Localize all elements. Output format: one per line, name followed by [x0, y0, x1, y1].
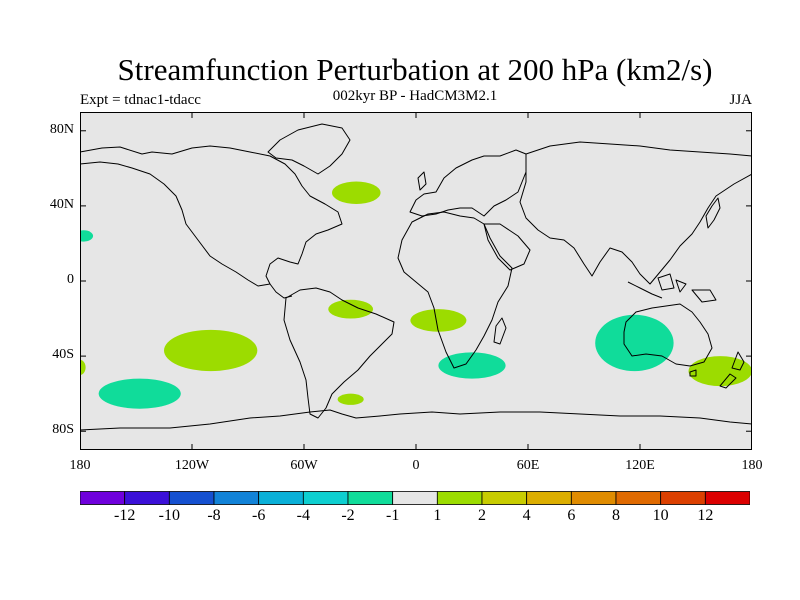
colorbar-label: -6 — [251, 507, 266, 524]
contour-southern-ocean-negative — [438, 352, 506, 379]
coast-asia — [519, 141, 752, 285]
colorbar-box — [660, 491, 706, 505]
lat-label: 0 — [67, 272, 74, 287]
lat-label: 40S — [52, 347, 74, 363]
lon-label: 60E — [516, 458, 540, 473]
anomaly-contours — [80, 181, 752, 409]
colorbar-label: 1 — [433, 507, 442, 524]
plot-subtitle: 002kyr BP - HadCM3M2.1 — [332, 88, 498, 104]
colorbar-label: 2 — [478, 507, 486, 524]
experiment-label: Expt = tdnac1-tdacc — [80, 92, 201, 108]
coast-arabia — [483, 223, 531, 271]
colorbar-box — [302, 491, 349, 505]
colorbar-label: -10 — [158, 507, 180, 524]
contour-australia-negative — [595, 314, 674, 372]
contour-south-atlantic-positive — [410, 309, 467, 332]
colorbar-label: 6 — [567, 507, 576, 524]
lon-label: 120E — [625, 458, 655, 473]
lon-label: 60W — [290, 458, 318, 473]
lon-label: 120W — [174, 458, 210, 473]
colorbar-box — [80, 491, 126, 505]
colorbar-label: -2 — [341, 507, 355, 524]
lon-label: 180 — [69, 458, 91, 473]
contour-southeast-pacific-positive — [164, 329, 258, 372]
axis-ticks — [80, 112, 752, 450]
coast-british-isles — [417, 171, 427, 191]
coast-japan — [705, 197, 721, 229]
contour-dateline-edge-positive — [80, 359, 86, 375]
colorbar-label: -4 — [296, 507, 310, 524]
colorbar-box — [436, 491, 483, 505]
colorbar-box — [392, 491, 438, 505]
colorbar-box — [481, 491, 528, 505]
colorbar-label: 8 — [612, 507, 620, 524]
coast-africa — [397, 211, 513, 369]
colorbar-label: 4 — [522, 507, 531, 524]
coast-new-zealand — [719, 351, 745, 389]
colorbar-label: -1 — [385, 507, 400, 524]
contour-subtropical-pacific-negative — [80, 230, 94, 242]
coast-madagascar — [493, 317, 507, 345]
colorbar-box — [570, 491, 617, 505]
coast-indonesia — [627, 273, 717, 303]
colorbar-box — [213, 491, 260, 505]
lon-label: 180 — [741, 458, 763, 473]
lon-label: 0 — [412, 458, 420, 473]
coast-tasmania — [689, 369, 697, 377]
lat-label: 80S — [52, 422, 74, 438]
colorbar-box — [168, 491, 215, 505]
contour-south-america-positive — [328, 299, 374, 319]
coast-south-america — [283, 287, 395, 419]
map-background — [80, 112, 752, 450]
lat-label: 80N — [49, 121, 74, 137]
colorbar-box — [347, 491, 394, 505]
lat-label: 40N — [49, 196, 74, 212]
colorbar-label: -8 — [207, 507, 221, 524]
coast-australia — [623, 303, 713, 367]
colorbar-box — [704, 491, 750, 505]
coast-north-america — [80, 145, 343, 287]
contour-north-atlantic-positive — [332, 181, 381, 205]
colorbar-label: -12 — [113, 507, 136, 524]
contour-south-pacific-negative — [98, 378, 181, 409]
coastlines — [80, 123, 752, 431]
colorbar — [80, 491, 750, 505]
coast-greenland — [267, 123, 351, 175]
contour-drake-passage-positive — [337, 393, 364, 405]
colorbar-label: 12 — [697, 507, 714, 524]
colorbar-label: 10 — [652, 507, 669, 524]
plot-title: Streamfunction Perturbation at 200 hPa (… — [117, 52, 713, 87]
colorbar-box — [526, 491, 572, 505]
colorbar-box — [258, 491, 304, 505]
season-label: JJA — [729, 92, 752, 108]
colorbar-box — [615, 491, 662, 505]
world-map — [80, 112, 752, 450]
coast-antarctica — [80, 409, 752, 431]
contour-new-zealand-positive — [688, 356, 752, 387]
colorbar-box — [124, 491, 170, 505]
